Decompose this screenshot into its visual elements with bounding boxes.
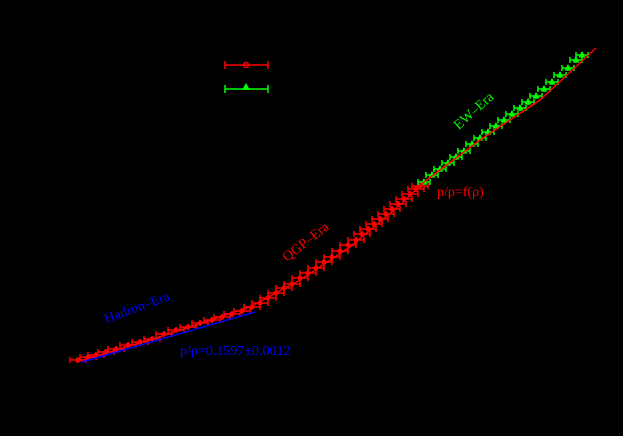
legend-entry-green: [224, 83, 269, 93]
green-triangles-series: [417, 51, 589, 185]
fit-layer: [75, 47, 597, 363]
series-layer: [69, 51, 589, 363]
red-fit-line: [75, 47, 597, 363]
hadron-fit-label: p/ρ=0.1597±0.0012: [180, 344, 291, 359]
red-fit-label: p/ρ=f(ρ): [437, 185, 484, 200]
blue-fit-line: [81, 311, 256, 363]
red-circles-series: [69, 183, 429, 363]
legend-entry-red: [224, 61, 269, 69]
legend: [224, 61, 269, 93]
triangle-marker-icon: [242, 83, 250, 90]
circle-marker-icon: [242, 61, 250, 69]
